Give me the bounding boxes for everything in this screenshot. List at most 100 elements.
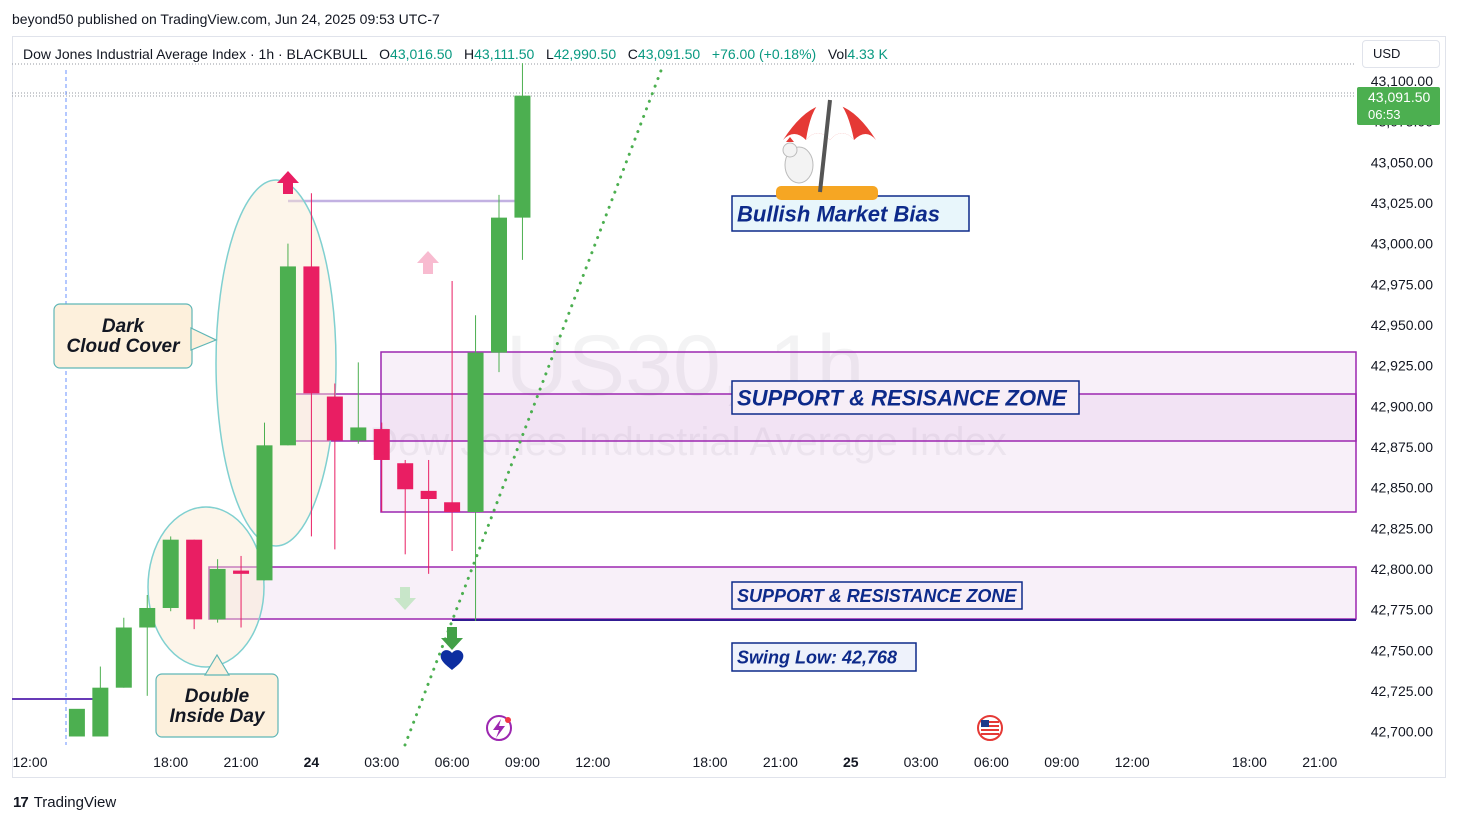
dashed-cursor-line: [12, 63, 1355, 745]
flag-event-ring: [977, 715, 1003, 741]
candle-10[interactable]: [303, 193, 320, 537]
x-tick-label: 09:00: [1044, 754, 1079, 770]
dark-cloud-callout-tail: [190, 327, 218, 351]
lightning-event-icon[interactable]: [486, 715, 512, 741]
currency-button[interactable]: USD: [1362, 40, 1440, 68]
candle-1[interactable]: [92, 666, 109, 737]
candle-body: [68, 708, 85, 737]
high-label: H: [464, 46, 475, 62]
flag-stripe: [981, 721, 999, 723]
candle-16[interactable]: [444, 281, 461, 552]
price-badge-value: 43,091.50: [1368, 89, 1430, 105]
umbrella-chicken-icon: [776, 96, 878, 200]
x-tick-label: 21:00: [1302, 754, 1337, 770]
bullish-bias-label[interactable]: Bullish Market Bias: [731, 195, 970, 232]
symbol-title[interactable]: Dow Jones Industrial Average Index · 1h …: [23, 46, 368, 62]
low-value: 42,990.50: [553, 46, 617, 62]
candle-6[interactable]: [209, 559, 226, 623]
y-tick-label: 43,050.00: [1371, 154, 1433, 170]
y-tick-label: 42,700.00: [1371, 724, 1433, 740]
us-flag-event-icon[interactable]: [977, 715, 1003, 741]
double-inside-callout-text-1: Inside Day: [169, 706, 265, 727]
sr-zone-upper-label[interactable]: SUPPORT & RESISANCE ZONE: [731, 380, 1080, 415]
sr-zone-lower-label[interactable]: SUPPORT & RESISTANCE ZONE: [731, 581, 1023, 610]
candle-body: [420, 490, 437, 500]
change-value: +76.00 (+0.18%): [711, 46, 817, 62]
candle-17[interactable]: [467, 315, 484, 621]
candle-3[interactable]: [139, 594, 156, 696]
bullish-bias-label-bg: [731, 195, 970, 232]
y-tick-label: 42,850.00: [1371, 480, 1433, 496]
volume-label: Vol: [827, 46, 848, 62]
candle-2[interactable]: [115, 617, 132, 688]
candle-body: [444, 502, 461, 513]
x-tick-label: 24: [304, 754, 320, 770]
current-price-badge[interactable]: 43,091.50 06:53: [1357, 87, 1440, 125]
ohlc-header: Dow Jones Industrial Average Index · 1h …: [23, 46, 888, 62]
candle-11[interactable]: [326, 383, 343, 550]
candle-7[interactable]: [233, 555, 250, 628]
candle-15[interactable]: [420, 459, 437, 574]
candle-body: [162, 539, 179, 608]
candle-12[interactable]: [350, 362, 367, 444]
y-tick-label: 43,000.00: [1371, 236, 1433, 252]
price-badge-countdown: 06:53: [1368, 107, 1401, 122]
y-tick-label: 42,800.00: [1371, 561, 1433, 577]
candle-body: [256, 445, 273, 581]
x-tick-label: 18:00: [693, 754, 728, 770]
price-badge-bg: [1357, 87, 1440, 125]
y-tick-label: 42,750.00: [1371, 642, 1433, 658]
swing-low-label-bg: [731, 642, 917, 672]
x-tick-label: 21:00: [224, 754, 259, 770]
x-tick-label: 12:00: [1115, 754, 1150, 770]
open-label: O: [379, 46, 391, 62]
candle-13[interactable]: [373, 422, 390, 513]
candle-5[interactable]: [186, 539, 203, 630]
candle-9[interactable]: [279, 243, 296, 446]
candle-body: [326, 396, 343, 441]
candle-body: [303, 266, 320, 394]
candle-4[interactable]: [162, 536, 179, 612]
x-tick-label: 03:00: [364, 754, 399, 770]
flag-stripe: [981, 725, 999, 727]
sr-zone-lower-label-bg: [731, 581, 1023, 610]
close-value: 43,091.50: [637, 46, 701, 62]
candle-18[interactable]: [491, 194, 507, 373]
y-tick-label: 42,950.00: [1371, 317, 1433, 333]
candle-body: [397, 463, 414, 490]
flag-canton: [981, 720, 989, 727]
x-tick-label: 21:00: [763, 754, 798, 770]
publish-line: beyond50 published on TradingView.com, J…: [12, 11, 440, 27]
lightning-event-dot: [505, 717, 511, 723]
y-tick-label: 42,875.00: [1371, 439, 1433, 455]
tradingview-brand: TradingView: [33, 794, 117, 811]
y-tick-label: 42,725.00: [1371, 683, 1433, 699]
x-tick-label: 06:00: [435, 754, 470, 770]
candle-19[interactable]: [514, 63, 531, 260]
arrow-up-icon: [417, 251, 439, 274]
swing-low-label[interactable]: Swing Low: 42,768: [731, 642, 917, 672]
dark-cloud-callout-text-0: Dark: [102, 316, 146, 337]
candle-body: [139, 607, 156, 628]
x-tick-label: 09:00: [505, 754, 540, 770]
candle-0[interactable]: [68, 708, 85, 737]
y-tick-label: 42,775.00: [1371, 602, 1433, 618]
chart-frame[interactable]: [12, 36, 1446, 778]
candle-14[interactable]: [397, 459, 414, 555]
chicken-head: [782, 142, 798, 158]
candle-8[interactable]: [256, 422, 273, 581]
dark-cloud-callout-text-1: Cloud Cover: [67, 336, 182, 357]
candle-body: [233, 570, 250, 574]
close-label: C: [627, 46, 638, 62]
x-tick-label: 12:00: [575, 754, 610, 770]
candle-body: [186, 539, 203, 620]
sr-zone-upper-box[interactable]: [380, 351, 1357, 513]
y-tick-label: 42,975.00: [1371, 276, 1433, 292]
candle-body: [467, 352, 484, 513]
open-value: 43,016.50: [390, 46, 453, 62]
bullish-bias-label-text: Bullish Market Bias: [737, 201, 940, 226]
tradingview-logo[interactable]: 17 TradingView: [13, 794, 116, 811]
